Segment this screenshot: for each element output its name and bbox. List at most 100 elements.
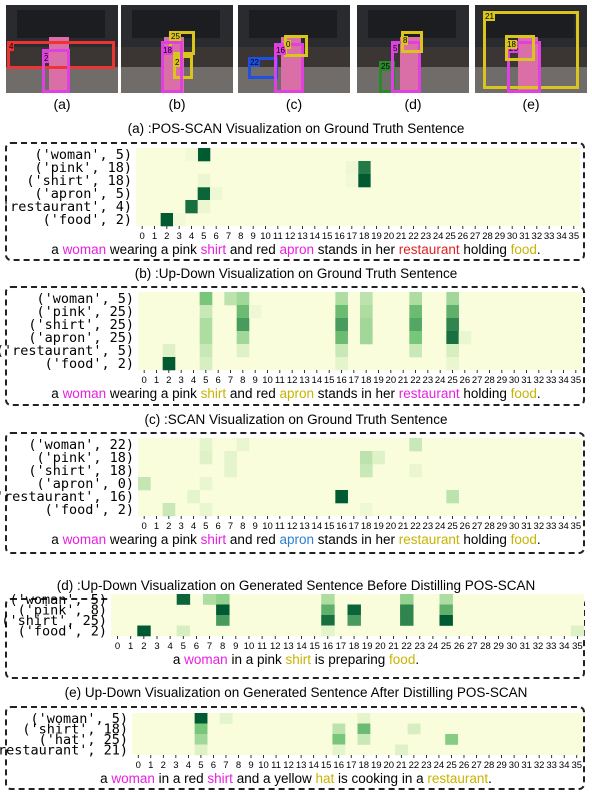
region-id-tag: 16	[275, 46, 286, 55]
x-tick-label: 26	[458, 231, 469, 242]
x-tick-label: 7	[228, 375, 233, 386]
x-tick-label: 35	[571, 521, 582, 532]
x-tick-label: 14	[310, 231, 321, 242]
heatmap-cell	[446, 490, 459, 504]
x-tick-label: 16	[333, 760, 344, 771]
highlighted-word: shirt	[200, 386, 227, 401]
heatmap-cell	[162, 503, 176, 517]
heatmap-cell	[409, 344, 422, 358]
x-tick-label: 16	[336, 375, 347, 386]
x-tick-label: 15	[324, 375, 335, 386]
heatmap-cell	[197, 187, 211, 201]
heatmap-panel	[5, 706, 585, 790]
x-tick-label: 12	[287, 521, 298, 532]
heatmap-cell	[446, 331, 459, 345]
heatmap-cell	[360, 451, 373, 465]
x-tick-label: 8	[220, 641, 225, 652]
row-label: ('woman', 5)	[36, 291, 134, 307]
heatmap-cell	[236, 305, 250, 319]
x-tick-label: 22	[408, 231, 419, 242]
heatmap-cell	[439, 604, 453, 616]
region-id-tag: 5	[392, 44, 399, 53]
heatmap-cell	[138, 477, 151, 491]
x-tick-label: 28	[484, 375, 495, 386]
heatmap-cell	[194, 713, 208, 724]
heatmap-cell	[400, 594, 414, 605]
x-tick-label: 19	[362, 641, 373, 652]
heatmap-cell	[224, 292, 237, 306]
x-tick-label: 0	[142, 375, 147, 386]
scene-board	[249, 10, 337, 39]
heatmap-cell	[199, 318, 213, 332]
x-tick-label: 11	[257, 641, 267, 652]
region-id-tag: 22	[249, 58, 260, 67]
x-tick-label: 6	[216, 375, 221, 386]
x-tick-label: 23	[421, 760, 432, 771]
x-tick-label: 6	[214, 231, 219, 242]
region-id-tag: 0	[285, 40, 292, 49]
heatmap-cell	[187, 490, 200, 504]
sentence-text: a	[51, 242, 63, 257]
heatmap-cell	[360, 318, 373, 332]
x-tick-label: 25	[445, 231, 456, 242]
x-tick-label: 35	[571, 375, 582, 386]
x-tick-label: 20	[386, 375, 397, 386]
sentence-text: stands in her	[314, 242, 399, 257]
highlighted-word: food	[510, 532, 537, 547]
heatmap-cell	[199, 305, 213, 319]
row-label: ('shirt', 18)	[26, 173, 132, 189]
x-tick-label: 35	[571, 760, 582, 771]
highlighted-word: woman	[62, 242, 107, 257]
x-tick-label: 24	[428, 641, 439, 652]
x-tick-label: 29	[497, 375, 508, 386]
x-tick-label: 29	[493, 641, 504, 652]
heatmap-cell	[197, 200, 211, 214]
x-tick-label: 17	[346, 760, 357, 771]
row-label: ('woman', 5)	[34, 147, 132, 163]
sentence-text: holding	[459, 386, 511, 401]
x-tick-label: 25	[447, 521, 458, 532]
heatmap-cell	[194, 734, 208, 745]
heatmap-cell	[321, 625, 335, 637]
thumbnail-caption: (a)	[53, 96, 71, 112]
heatmap-cell	[199, 344, 213, 358]
highlighted-word: apron	[279, 532, 314, 547]
heatmap-cell	[400, 615, 414, 626]
x-tick-label: 14	[308, 760, 319, 771]
sentence-text: holding	[459, 532, 511, 547]
heatmap-cell	[372, 451, 385, 465]
x-tick-label: 3	[179, 521, 184, 532]
row-label: ('restaurant', 16)	[0, 489, 134, 505]
x-tick-label: 5	[203, 375, 208, 386]
heatmap-cell	[357, 713, 371, 724]
heatmap-cell	[197, 148, 211, 162]
x-tick-label: 27	[470, 231, 481, 242]
row-label: ('pink', 25)	[36, 304, 134, 320]
x-tick-label: 27	[472, 521, 483, 532]
highlighted-word: hat	[315, 771, 335, 786]
row-label: ('restaurant', 21)	[0, 742, 128, 758]
x-tick-label: 15	[321, 760, 332, 771]
heatmap-cell	[321, 604, 335, 616]
heatmap-cell	[409, 331, 422, 345]
x-tick-label: 13	[283, 641, 294, 652]
x-tick-label: 35	[569, 231, 580, 242]
panel-title: (a) :POS-SCAN Visualization on Ground Tr…	[127, 121, 465, 136]
heatmap-cell	[395, 744, 408, 756]
heatmap-cell	[162, 344, 176, 358]
sentence-text: a	[172, 652, 185, 667]
x-tick-label: 0	[115, 641, 120, 652]
row-label: ('food', 2)	[45, 356, 134, 372]
heatmap-cell	[199, 477, 213, 491]
x-tick-label: 5	[198, 760, 203, 771]
x-tick-label: 15	[322, 231, 333, 242]
x-tick-label: 20	[375, 641, 386, 652]
x-tick-label: 28	[484, 760, 495, 771]
region-box	[161, 41, 183, 93]
x-tick-label: 35	[572, 641, 583, 652]
x-tick-label: 0	[136, 760, 141, 771]
x-tick-label: 2	[166, 521, 171, 532]
thumbnail-caption: (c)	[285, 96, 303, 112]
heatmap-cell	[458, 331, 472, 345]
